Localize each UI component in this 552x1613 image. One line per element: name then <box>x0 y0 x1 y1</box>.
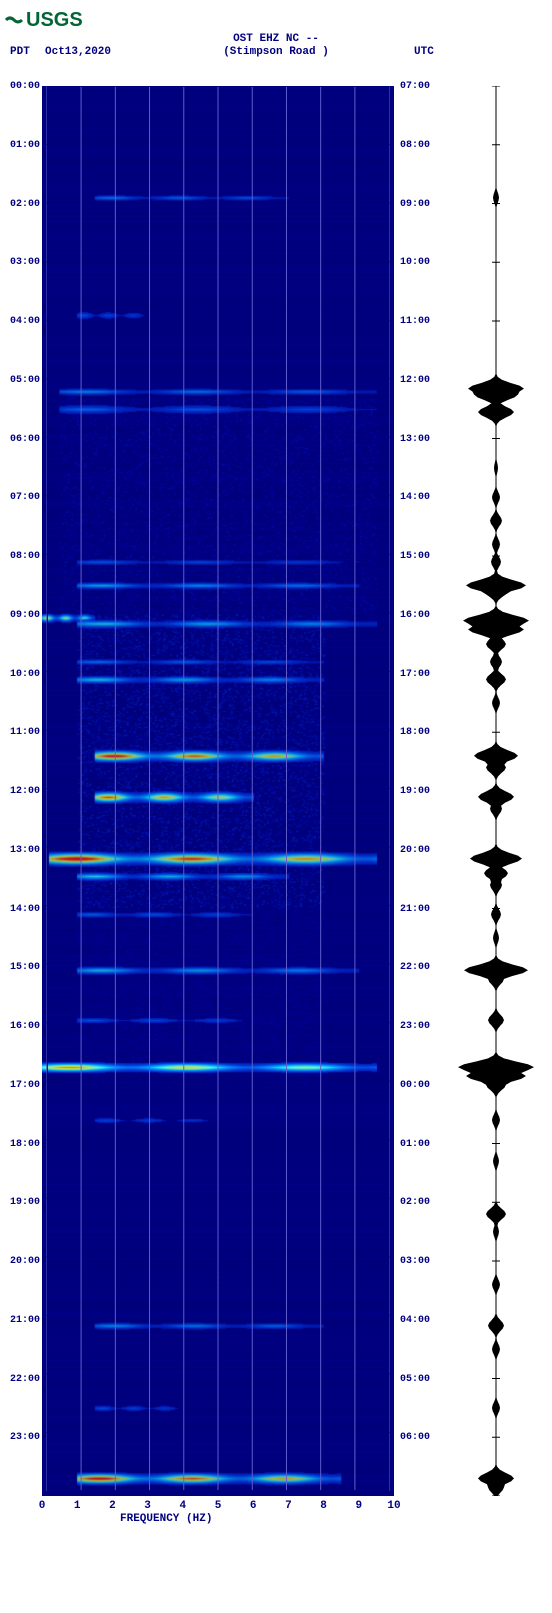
right-time-label: 05:00 <box>400 1374 440 1385</box>
left-time-label: 15:00 <box>0 962 40 973</box>
right-time-label: 09:00 <box>400 199 440 210</box>
seismogram-trace <box>456 86 536 1496</box>
right-time-label: 20:00 <box>400 845 440 856</box>
left-time-label: 18:00 <box>0 1139 40 1150</box>
left-time-label: 17:00 <box>0 1080 40 1091</box>
left-time-label: 03:00 <box>0 257 40 268</box>
freq-tick-label: 4 <box>173 1500 193 1512</box>
left-time-label: 12:00 <box>0 786 40 797</box>
left-time-label: 14:00 <box>0 904 40 915</box>
right-time-label: 22:00 <box>400 962 440 973</box>
right-time-label: 14:00 <box>400 492 440 503</box>
right-time-label: 08:00 <box>400 140 440 151</box>
left-time-label: 13:00 <box>0 845 40 856</box>
right-time-label: 03:00 <box>400 1256 440 1267</box>
usgs-logo: USGS <box>4 6 104 34</box>
left-time-label: 04:00 <box>0 316 40 327</box>
right-time-label: 07:00 <box>400 81 440 92</box>
left-time-label: 11:00 <box>0 727 40 738</box>
left-time-label: 10:00 <box>0 669 40 680</box>
x-axis-title: FREQUENCY (HZ) <box>120 1513 212 1525</box>
right-time-label: 17:00 <box>400 669 440 680</box>
freq-tick-label: 3 <box>138 1500 158 1512</box>
left-time-label: 07:00 <box>0 492 40 503</box>
freq-tick-label: 0 <box>32 1500 52 1512</box>
right-time-label: 01:00 <box>400 1139 440 1150</box>
right-time-label: 16:00 <box>400 610 440 621</box>
left-time-label: 02:00 <box>0 199 40 210</box>
right-time-label: 06:00 <box>400 1432 440 1443</box>
freq-tick-label: 9 <box>349 1500 369 1512</box>
date-label: Oct13,2020 <box>45 46 111 58</box>
freq-tick-label: 8 <box>314 1500 334 1512</box>
left-time-label: 09:00 <box>0 610 40 621</box>
right-time-label: 13:00 <box>400 434 440 445</box>
freq-tick-label: 2 <box>102 1500 122 1512</box>
freq-tick-label: 10 <box>384 1500 404 1512</box>
right-time-label: 19:00 <box>400 786 440 797</box>
left-time-label: 21:00 <box>0 1315 40 1326</box>
left-time-label: 01:00 <box>0 140 40 151</box>
left-time-label: 16:00 <box>0 1021 40 1032</box>
svg-text:USGS: USGS <box>26 9 83 31</box>
freq-tick-label: 6 <box>243 1500 263 1512</box>
right-time-label: 02:00 <box>400 1197 440 1208</box>
left-time-label: 22:00 <box>0 1374 40 1385</box>
freq-tick-label: 7 <box>278 1500 298 1512</box>
right-time-label: 21:00 <box>400 904 440 915</box>
left-time-label: 08:00 <box>0 551 40 562</box>
right-time-label: 04:00 <box>400 1315 440 1326</box>
left-time-label: 23:00 <box>0 1432 40 1443</box>
right-time-label: 23:00 <box>400 1021 440 1032</box>
right-time-label: 10:00 <box>400 257 440 268</box>
freq-tick-label: 5 <box>208 1500 228 1512</box>
timezone-right-label: UTC <box>414 46 434 58</box>
right-time-label: 11:00 <box>400 316 440 327</box>
right-time-label: 12:00 <box>400 375 440 386</box>
left-time-label: 00:00 <box>0 81 40 92</box>
left-time-label: 19:00 <box>0 1197 40 1208</box>
right-time-label: 15:00 <box>400 551 440 562</box>
right-time-label: 18:00 <box>400 727 440 738</box>
left-time-label: 05:00 <box>0 375 40 386</box>
left-time-label: 06:00 <box>0 434 40 445</box>
left-time-label: 20:00 <box>0 1256 40 1267</box>
timezone-left-label: PDT <box>10 46 30 58</box>
spectrogram <box>42 86 394 1496</box>
right-time-label: 00:00 <box>400 1080 440 1091</box>
freq-tick-label: 1 <box>67 1500 87 1512</box>
